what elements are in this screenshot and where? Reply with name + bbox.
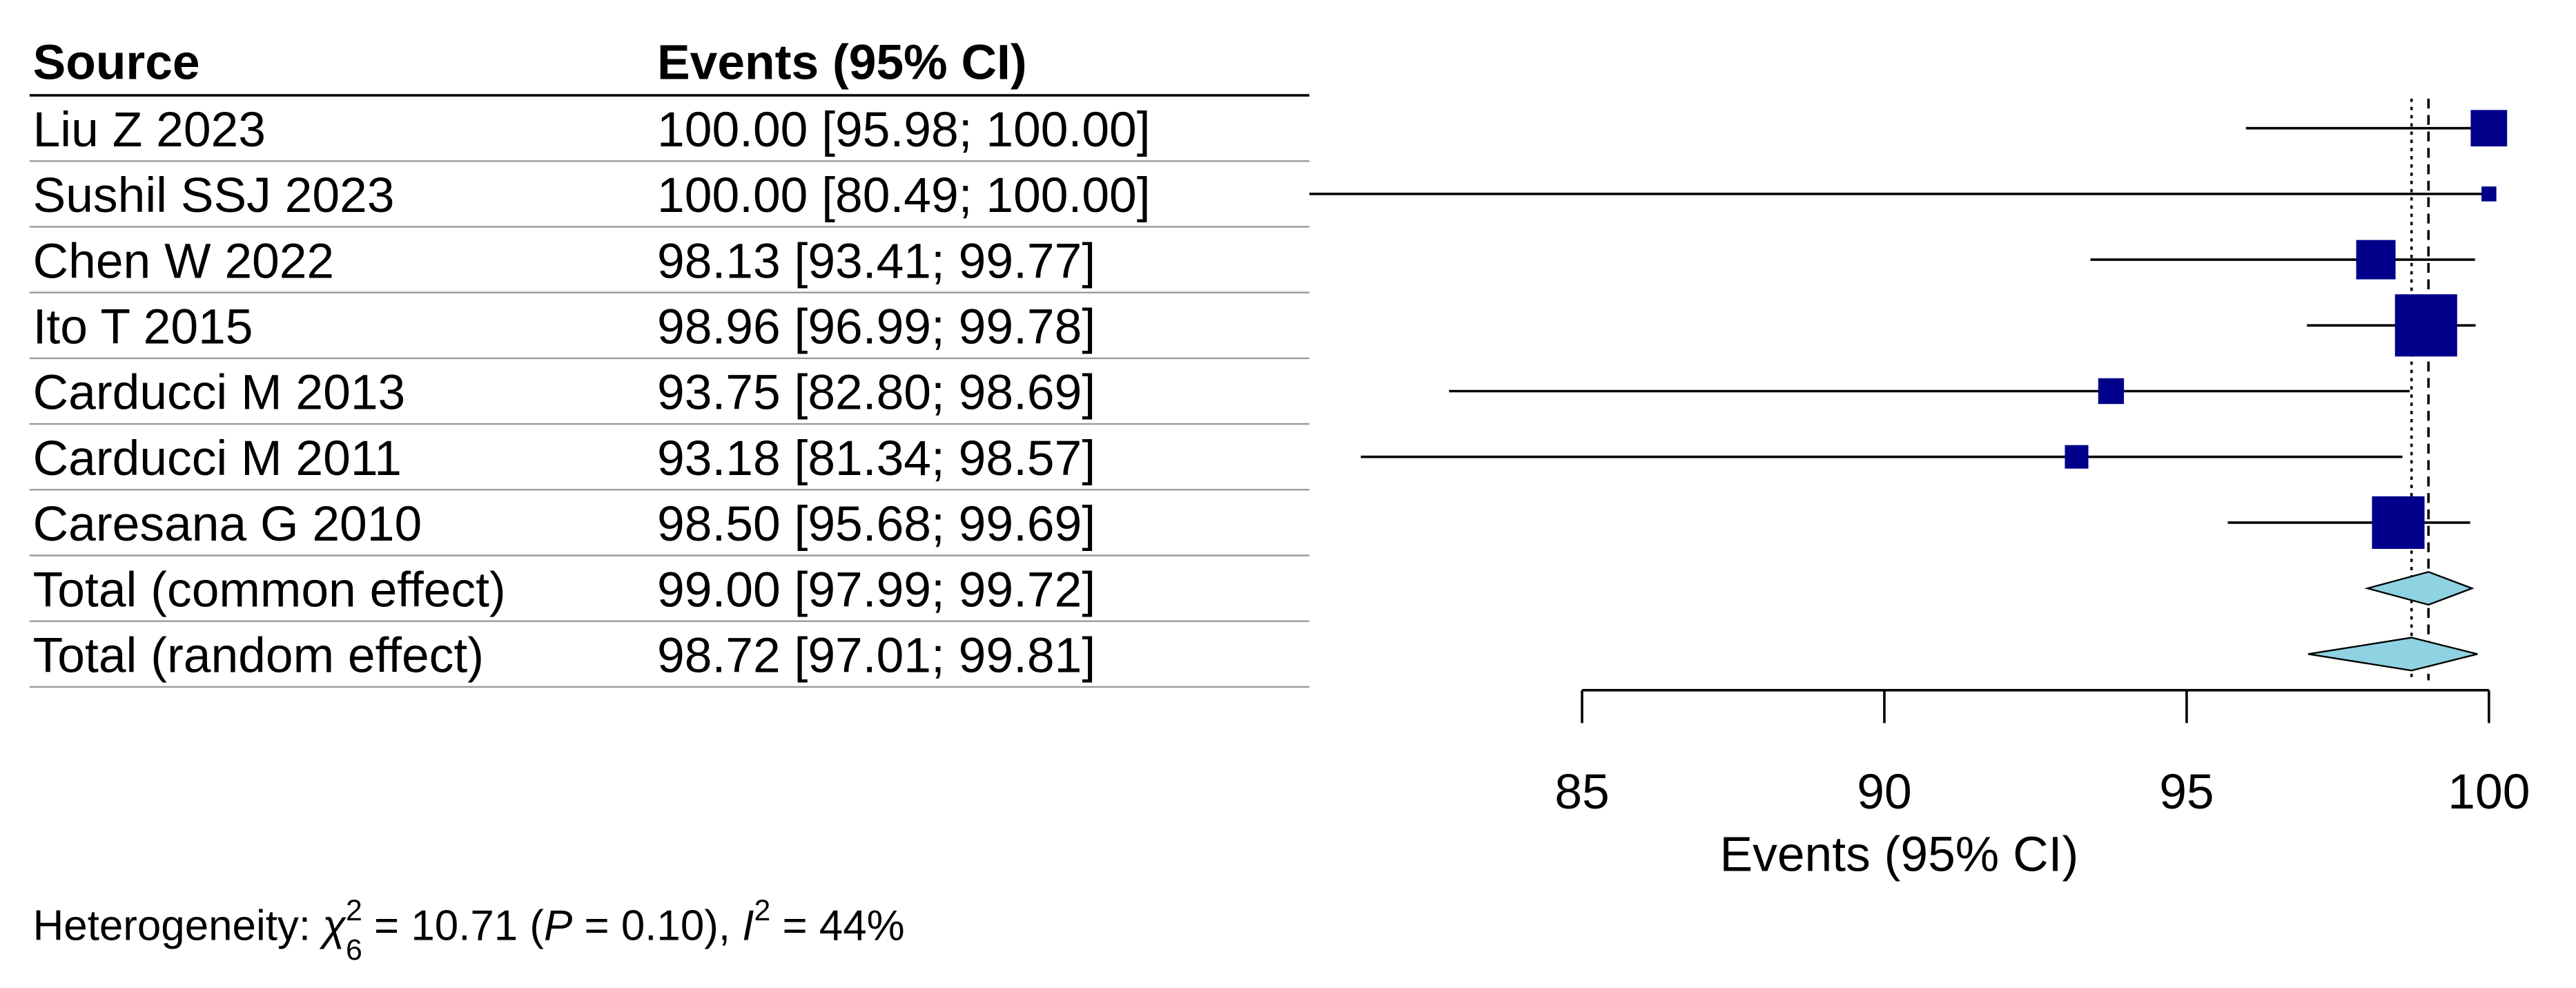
heterogeneity-part: Heterogeneity: [33, 902, 323, 949]
ci-label: 93.18 [81.34; 98.57] [657, 431, 1095, 486]
source-label: Carducci M 2013 [33, 365, 406, 420]
heterogeneity-part: = 10.71 ( [362, 902, 545, 949]
ci-label: 93.75 [82.80; 98.69] [657, 365, 1095, 420]
summary-diamond [2364, 571, 2475, 606]
heterogeneity-part: = 44% [770, 902, 904, 949]
source-label: Carducci M 2011 [33, 431, 402, 486]
ci-label: 98.72 [97.01; 99.81] [657, 628, 1095, 684]
study-box [2372, 496, 2425, 549]
source-label: Chen W 2022 [33, 233, 335, 289]
ci-label: 100.00 [95.98; 100.00] [657, 102, 1151, 157]
source-label: Sushil SSJ 2023 [33, 168, 395, 223]
heterogeneity-part: I [742, 902, 754, 949]
source-label: Liu Z 2023 [33, 102, 266, 157]
ci-label: 100.00 [80.49; 100.00] [657, 168, 1151, 223]
column-header: Events (95% CI) [657, 35, 1027, 90]
ci-label: 98.50 [95.68; 99.69] [657, 496, 1095, 552]
study-box [2394, 294, 2457, 357]
heterogeneity-part: P [544, 902, 572, 949]
heterogeneity-part: 2 [754, 894, 770, 927]
x-tick-label: 100 [2448, 764, 2530, 820]
study-box [2481, 186, 2497, 202]
source-label: Ito T 2015 [33, 299, 253, 354]
study-box [2470, 110, 2508, 147]
ci-label: 98.13 [93.41; 99.77] [657, 233, 1095, 289]
source-label: Caresana G 2010 [33, 496, 422, 552]
source-label: Total (random effect) [33, 628, 484, 684]
source-label: Total (common effect) [33, 562, 506, 617]
x-axis-label: Events (95% CI) [1720, 826, 2079, 882]
heterogeneity-part: 2 [346, 894, 362, 927]
heterogeneity-part: 6 [346, 933, 362, 967]
study-box [2356, 240, 2396, 280]
column-header: Source [33, 35, 200, 90]
ci-label: 98.96 [96.99; 99.78] [657, 299, 1095, 354]
study-box [2065, 445, 2089, 469]
x-tick-label: 95 [2159, 764, 2214, 820]
heterogeneity-part: χ [319, 902, 347, 949]
x-tick-label: 90 [1857, 764, 1911, 820]
heterogeneity: Heterogeneity: χ2 6 = 10.71 (P = 0.10), I… [33, 894, 905, 967]
study-box [2098, 378, 2125, 405]
summary-diamond [2307, 637, 2478, 672]
heterogeneity-part: = 0.10), [572, 902, 742, 949]
ci-label: 99.00 [97.99; 99.72] [657, 562, 1095, 617]
x-tick-label: 85 [1554, 764, 1609, 820]
